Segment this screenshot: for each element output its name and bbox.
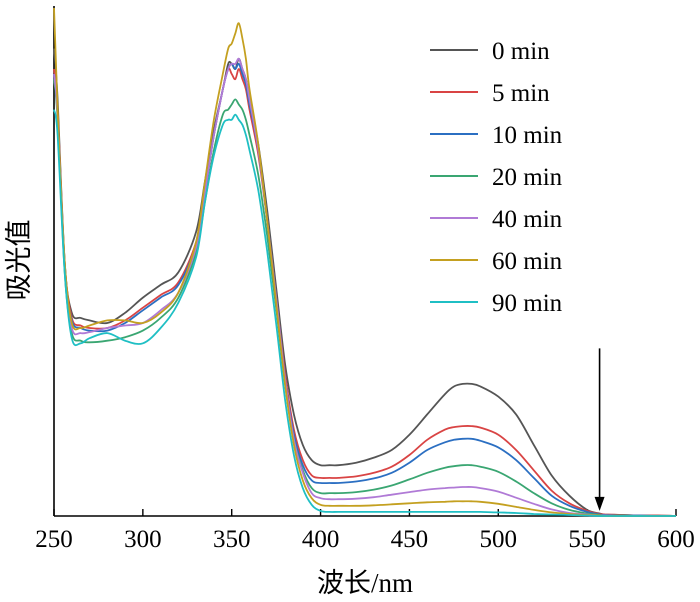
x-axis-label: 波长/nm [317, 568, 413, 598]
legend-label-90-min: 90 min [492, 290, 563, 317]
annotations [594, 348, 605, 511]
x-tick-label-400: 400 [302, 526, 340, 553]
x-tick-label-450: 450 [391, 526, 429, 553]
x-tick-label-250: 250 [35, 526, 73, 553]
series-line-10-min [53, 62, 677, 517]
x-tick-label-500: 500 [480, 526, 518, 553]
series-line-20-min [53, 79, 676, 517]
x-tick-label-300: 300 [124, 526, 162, 553]
legend-label-40-min: 40 min [492, 206, 563, 233]
series-line-40-min [53, 57, 676, 517]
series-line-60-min [53, 7, 676, 517]
x-tick-label-600: 600 [657, 526, 695, 553]
legend-label-20-min: 20 min [492, 164, 563, 191]
y-axis-label: 吸光值 [4, 220, 34, 301]
axes: 250 300 350 400 450 500 550 600 [35, 6, 695, 553]
x-tick-label-350: 350 [213, 526, 251, 553]
legend-label-10-min: 10 min [492, 122, 563, 149]
legend: 0 min 5 min 10 min 20 min 40 min 60 min 90 min [430, 38, 563, 317]
arrow-head [594, 496, 605, 511]
x-tick-label-550: 550 [568, 526, 606, 553]
series-line-0-min [53, 48, 677, 517]
series-lines [53, 7, 677, 517]
legend-label-5-min: 5 min [492, 80, 550, 107]
legend-label-60-min: 60 min [492, 248, 563, 275]
series-line-90-min [53, 109, 676, 517]
legend-label-0-min: 0 min [492, 38, 550, 65]
series-line-5-min [53, 67, 677, 517]
